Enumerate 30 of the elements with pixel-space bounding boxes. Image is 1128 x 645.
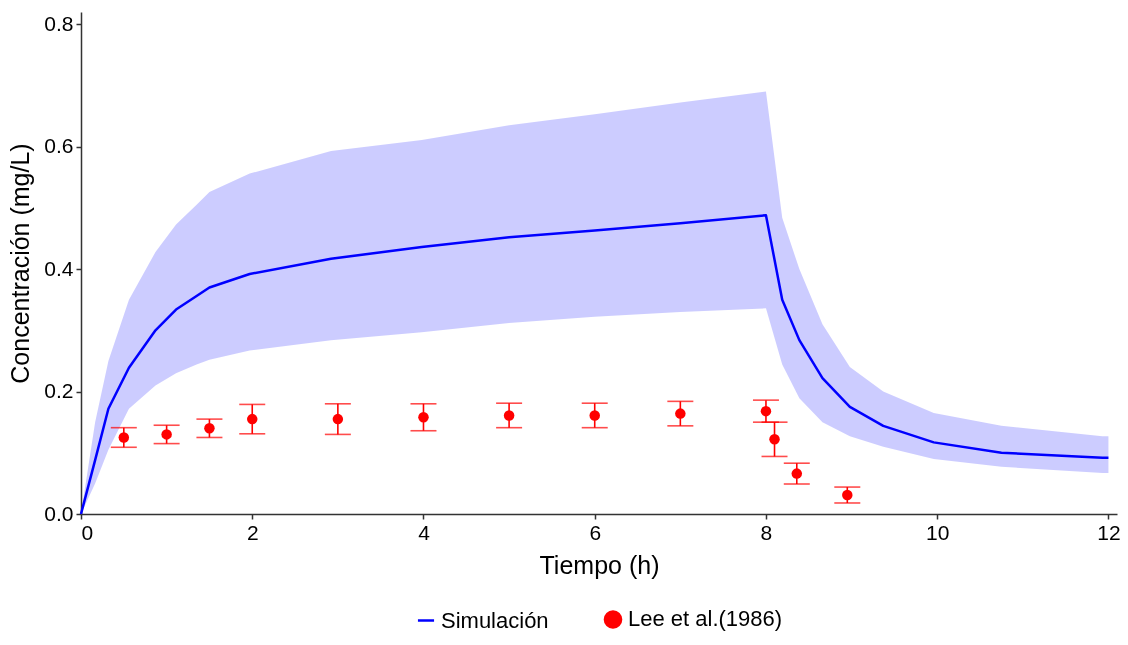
point — [204, 423, 215, 434]
y-tick-label: 0.8 — [44, 11, 74, 35]
point — [842, 489, 853, 501]
point — [161, 429, 172, 440]
point — [418, 412, 429, 423]
point — [589, 410, 600, 421]
legend-label: Simulación — [441, 607, 549, 633]
point — [503, 410, 515, 421]
line-series — [79, 214, 1110, 516]
point — [675, 408, 686, 419]
point — [118, 432, 130, 443]
legend-label: Lee et al.(1986) — [628, 606, 783, 632]
x-tick-label: 8 — [760, 520, 773, 544]
y-tick-label: 0.0 — [44, 501, 74, 525]
x-axis-title: Tiempo (h) — [539, 550, 660, 579]
x-tick-label: 0 — [81, 520, 94, 544]
point — [769, 434, 780, 445]
y-tick-label: 0.6 — [44, 134, 74, 158]
x-tick-label: 2 — [246, 520, 259, 544]
x-tick-label: 4 — [418, 520, 431, 544]
y-axis-title: Concentración (mg/L) — [6, 143, 35, 384]
point — [791, 468, 803, 479]
x-tick-label: 6 — [589, 520, 602, 544]
point — [760, 405, 772, 417]
x-tick-label: 10 — [926, 520, 950, 544]
x-tick-label: 12 — [1097, 520, 1121, 544]
y-tick-label: 0.4 — [44, 256, 74, 280]
point — [247, 413, 258, 425]
point — [332, 413, 344, 425]
y-tick-label: 0.2 — [44, 379, 74, 403]
